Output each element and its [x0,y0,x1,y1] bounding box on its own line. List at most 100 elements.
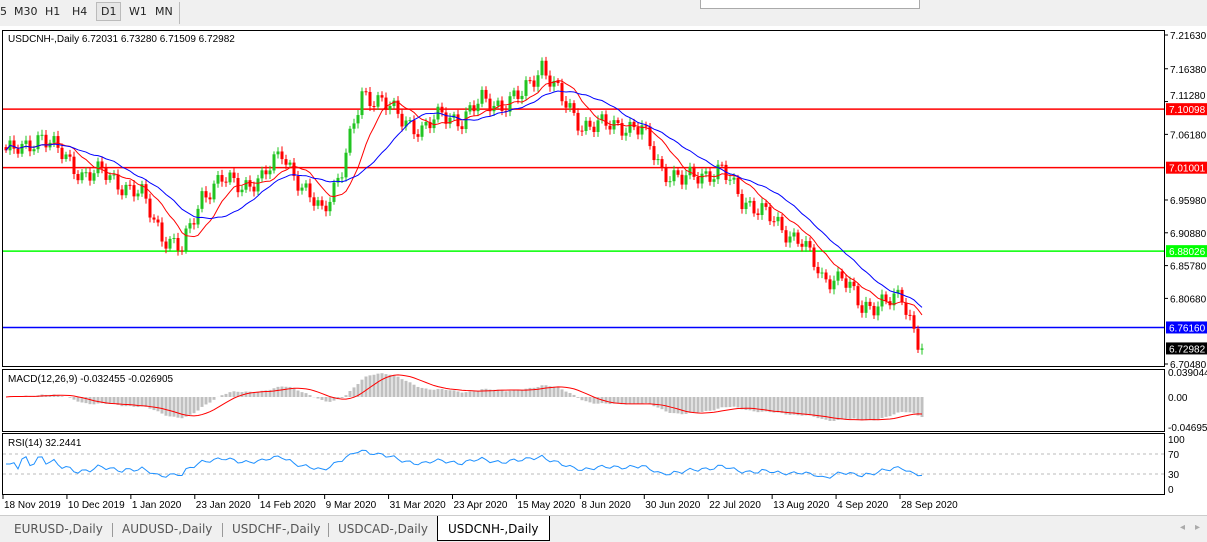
candle-body [825,273,828,280]
macd-histogram-bar [329,397,332,402]
tf-m30[interactable]: M30 [14,5,38,18]
macd-histogram-bar [89,397,92,404]
candle-body [689,167,692,175]
tf-h4[interactable]: H4 [72,5,87,18]
macd-histogram-bar [805,397,808,415]
candle-body [377,95,380,107]
candle-body [769,207,772,221]
tab-audusd[interactable]: AUDUSD-,Daily [122,522,212,536]
candle-body [705,171,708,173]
tf-d1[interactable]: D1 [96,2,121,21]
tab-usdchf[interactable]: USDCHF-,Daily [232,522,320,536]
date-label: 4 Sep 2020 [837,500,889,511]
candle-body [41,135,44,136]
toolbar-divider [179,2,180,24]
candle-body [585,121,588,131]
candle-body [357,115,360,123]
macd-histogram-bar [429,390,432,397]
price-tick-label: 6.90880 [1170,229,1207,240]
drawing-tools-toolbar[interactable] [700,0,920,9]
macd-histogram-bar [849,397,852,419]
macd-histogram-bar [689,397,692,413]
level-price-label: 7.01001 [1169,164,1206,175]
macd-histogram-bar [481,389,484,397]
tab-eurusd[interactable]: EURUSD-,Daily [14,522,103,536]
macd-histogram-bar [513,390,516,397]
candle-body [233,173,236,178]
candle-body [617,120,620,123]
macd-histogram-bar [69,397,72,398]
candle-body [85,172,88,173]
candle-body [781,217,784,230]
candle-body [153,218,156,220]
macd-histogram-bar [397,377,400,397]
candle-body [633,122,636,127]
candle-body [373,106,376,107]
macd-histogram-bar [77,397,80,402]
macd-histogram-bar [845,397,848,420]
macd-histogram-bar [721,397,724,407]
tf-h1[interactable]: H1 [45,5,60,18]
candle-body [125,185,128,195]
macd-histogram-bar [285,387,288,397]
scroll-left-icon[interactable]: ◂ [1180,522,1185,533]
candle-body [205,191,208,197]
macd-histogram-bar [837,397,840,420]
candle-body [197,209,200,225]
macd-histogram-bar [729,397,732,407]
candle-body [609,126,612,130]
candle-body [349,129,352,153]
tab-usdcad[interactable]: USDCAD-,Daily [338,522,428,536]
macd-histogram-bar [473,391,476,397]
candle-body [581,131,584,132]
candle-body [105,168,108,180]
macd-histogram-bar [61,396,64,397]
candle-body [253,187,256,192]
candle-body [129,185,132,186]
candle-body [681,175,684,185]
macd-histogram-bar [609,397,612,404]
tf-m5[interactable]: 5 [0,5,7,18]
candle-body [265,170,268,174]
candle-body [217,175,220,184]
macd-histogram-bar [589,397,592,402]
candle-body [665,168,668,182]
candle-body [229,173,232,183]
price-tick-label: 6.95980 [1170,196,1207,207]
scroll-right-icon[interactable]: ▸ [1195,522,1200,533]
candle-body [545,61,548,76]
date-label: 9 Mar 2020 [326,500,377,511]
candle-body [157,220,160,223]
candle-body [257,178,260,191]
date-label: 28 Sep 2020 [901,500,958,511]
macd-histogram-bar [341,397,344,398]
candle-body [25,141,28,144]
macd-histogram-bar [141,397,144,406]
price-tick-label: 7.06180 [1170,130,1207,141]
tab-usdcnh[interactable]: USDCNH-,Daily [437,516,550,541]
macd-histogram-bar [449,390,452,397]
candle-body [733,178,736,180]
candle-body [597,120,600,132]
macd-histogram-bar [553,387,556,397]
level-price-label: 6.76160 [1169,323,1206,334]
tf-mn[interactable]: MN [155,5,173,18]
macd-axis-label: 0.00 [1168,393,1188,404]
macd-histogram-bar [305,393,308,397]
candle-body [185,229,188,251]
candle-body [61,148,64,159]
candle-body [29,141,32,152]
macd-histogram-bar [277,387,280,397]
current-price-label: 6.72982 [1169,344,1206,355]
tf-w1[interactable]: W1 [129,5,147,18]
candle-body [81,172,84,180]
candle-body [193,223,196,224]
macd-histogram-bar [389,375,392,397]
price-tick-label: 7.21630 [1170,31,1207,42]
macd-histogram-bar [469,391,472,397]
macd-histogram-bar [205,397,208,404]
candle-body [837,271,840,280]
candle-body [249,180,252,186]
candle-body [773,221,776,222]
price-chart[interactable]: 0.0390440.00-0.046959100703007.100987.01… [0,26,1207,515]
